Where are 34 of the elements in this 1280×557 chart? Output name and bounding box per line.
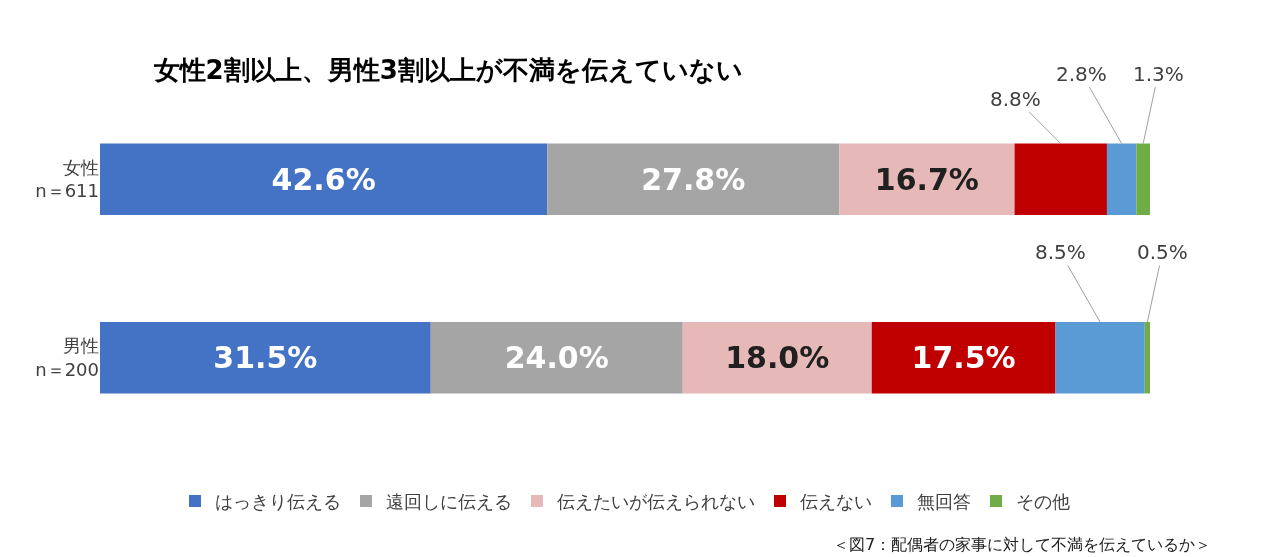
data-label: 31.5%: [213, 340, 318, 376]
legend-label: はっきり伝える: [215, 490, 341, 512]
legend-label: 伝えない: [800, 490, 872, 512]
data-label: 18.0%: [725, 340, 830, 376]
bar: [1106, 143, 1137, 215]
bar: [1136, 143, 1150, 215]
chart-title: 女性2割以上、男性3割以上が不満を伝えていない: [152, 55, 743, 86]
data-label: 1.3%: [1133, 62, 1184, 86]
data-label: 8.5%: [1035, 240, 1086, 264]
legend-label: 伝えたいが伝えられない: [557, 490, 755, 512]
bar: [682, 322, 872, 394]
data-label: 42.6%: [271, 161, 376, 197]
legend-label: 無回答: [917, 490, 971, 512]
y-tick-label: 女性 n＝611: [35, 156, 99, 202]
bar: [839, 143, 1015, 215]
bar: [1144, 322, 1150, 394]
bar: [1014, 143, 1107, 215]
data-label: 8.8%: [990, 87, 1041, 111]
bar: [100, 143, 548, 215]
data-label: 16.7%: [874, 161, 979, 197]
legend-label: その他: [1016, 490, 1070, 512]
data-label: 24.0%: [504, 340, 609, 376]
legend-label: 遠回しに伝える: [386, 490, 512, 512]
bar: [100, 322, 431, 394]
data-label: 2.8%: [1056, 62, 1107, 86]
data-label: 0.5%: [1137, 240, 1188, 264]
bar: [871, 322, 1056, 394]
text: ＜図7：配偶者の家事に対して不満を伝えているか＞: [833, 535, 1212, 554]
data-label: 17.5%: [911, 340, 1016, 376]
y-tick-label: 男性 n＝200: [35, 335, 99, 380]
bar: [430, 322, 683, 394]
bar: [1055, 322, 1145, 394]
bar: [547, 143, 840, 215]
data-label: 27.8%: [641, 161, 746, 197]
